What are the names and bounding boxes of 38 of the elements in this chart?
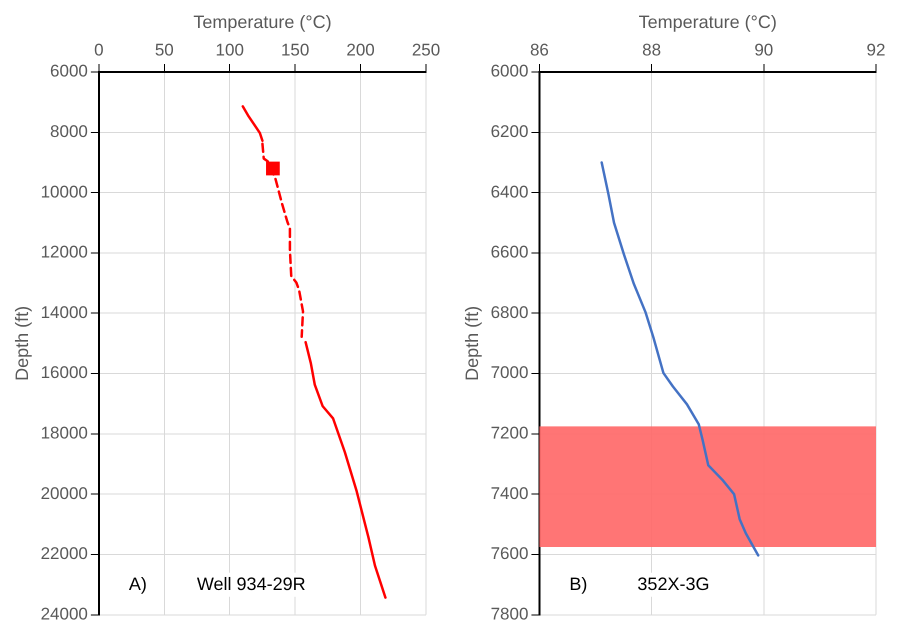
y-tick-label: 7200 xyxy=(490,424,528,443)
x-tick-label: 200 xyxy=(346,40,375,60)
y-tick-label: 6800 xyxy=(490,302,528,322)
x-tick-label: 88 xyxy=(642,40,662,60)
y-tick-label: 20000 xyxy=(40,484,88,503)
y-tick-label: 12000 xyxy=(40,242,88,262)
annotation: B) xyxy=(569,574,588,594)
y-axis-title: Depth (ft) xyxy=(12,306,32,381)
y-tick-label: 10000 xyxy=(40,182,88,202)
y-tick-label: 6600 xyxy=(490,242,528,262)
y-tick-label: 16000 xyxy=(40,363,88,382)
x-tick-label: 150 xyxy=(280,40,310,60)
y-tick-label: 6000 xyxy=(490,62,528,81)
x-tick-label: 100 xyxy=(216,40,244,60)
x-tick-label: 250 xyxy=(412,40,440,60)
annotation: Well 934-29R xyxy=(196,574,306,594)
y-axis-title: Depth (ft) xyxy=(462,306,482,381)
y-tick-label: 24000 xyxy=(40,604,88,624)
annotation: 352X-3G xyxy=(637,574,710,594)
y-tick-label: 6200 xyxy=(490,122,528,141)
x-tick-label: 50 xyxy=(154,40,174,60)
x-tick-label: 92 xyxy=(866,40,886,60)
y-tick-label: 7400 xyxy=(490,484,528,503)
x-tick-label: 0 xyxy=(94,40,104,60)
x-tick-label: 90 xyxy=(754,40,774,60)
y-tick-label: 7800 xyxy=(490,604,528,624)
y-tick-label: 6400 xyxy=(490,182,528,202)
y-tick-label: 6000 xyxy=(50,62,88,81)
annotation: A) xyxy=(128,574,147,594)
x-axis-title: Temperature (°C) xyxy=(193,12,332,32)
x-axis-title: Temperature (°C) xyxy=(638,12,777,32)
y-tick-label: 7000 xyxy=(490,363,528,382)
y-tick-label: 14000 xyxy=(40,302,88,322)
y-tick-label: 8000 xyxy=(50,122,88,141)
x-tick-label: 86 xyxy=(530,40,549,60)
y-tick-label: 7600 xyxy=(490,544,528,564)
y-tick-label: 22000 xyxy=(40,544,88,564)
y-tick-label: 18000 xyxy=(40,424,88,443)
